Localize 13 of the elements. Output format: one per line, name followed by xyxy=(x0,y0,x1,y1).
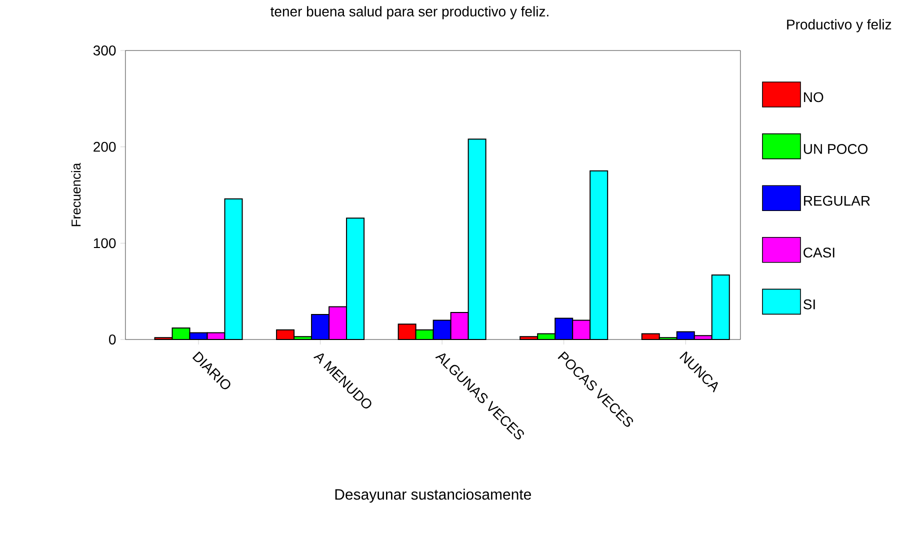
y-tick-label: 200 xyxy=(94,142,116,152)
y-tick-label: 300 xyxy=(93,46,116,56)
legend-label: UN POCO xyxy=(804,144,868,154)
y-axis-title: Frecuencia xyxy=(71,162,81,226)
legend-label: REGULAR xyxy=(804,196,870,206)
legend-label: SI xyxy=(804,299,815,310)
y-tick-label: 100 xyxy=(94,238,116,248)
legend-title: Productivo y feliz xyxy=(787,19,892,32)
legend-label: NO xyxy=(804,92,824,102)
legend-label: CASI xyxy=(804,248,834,258)
x-axis-title: Desayunar sustanciosamente xyxy=(335,488,532,503)
y-tick-label: 0 xyxy=(109,334,116,344)
chart-title: tener buena salud para ser productivo y feliz. xyxy=(270,6,548,20)
